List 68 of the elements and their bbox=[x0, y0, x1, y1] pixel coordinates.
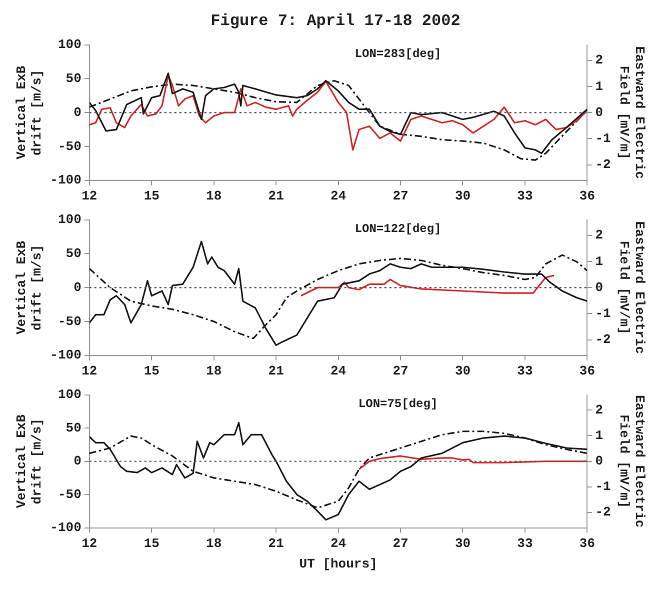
x-tick-label: 33 bbox=[517, 363, 533, 378]
y2-tick-label: 0 bbox=[595, 280, 604, 295]
x-tick-label: 30 bbox=[454, 188, 471, 204]
x-tick-label: 27 bbox=[392, 188, 408, 204]
y2-tick-label: 2 bbox=[595, 228, 604, 243]
y-tick-label: -100 bbox=[50, 172, 82, 188]
x-tick-label: 18 bbox=[206, 363, 222, 378]
x-tick-label: 33 bbox=[517, 188, 533, 204]
annotation: LON=283[deg] bbox=[354, 46, 442, 61]
y-tick-label: 100 bbox=[58, 37, 82, 52]
y-tick-label: -50 bbox=[58, 314, 82, 329]
y-tick-label: 50 bbox=[66, 70, 82, 86]
annotation: LON=122[deg] bbox=[354, 222, 442, 236]
y2-tick-label: 1 bbox=[595, 428, 604, 444]
x-tick-label: 12 bbox=[82, 363, 98, 378]
y2-axis-title: Eastward Electric Field [mV/m] bbox=[616, 394, 647, 528]
x-tick-label: 36 bbox=[579, 188, 596, 204]
x-tick-label: 21 bbox=[268, 363, 284, 378]
x-tick-label: 24 bbox=[330, 363, 346, 378]
x-tick-label: 15 bbox=[144, 363, 160, 378]
y-tick-label: 50 bbox=[66, 420, 82, 436]
y-axis-title: Vertical ExB drift [m/s] bbox=[14, 66, 45, 160]
y2-tick-label: -1 bbox=[595, 479, 611, 494]
y-tick-label: 0 bbox=[74, 280, 82, 295]
annotation: LON=75[deg] bbox=[358, 396, 438, 411]
y2-axis-title: Eastward Electric Field [mV/m] bbox=[616, 46, 647, 180]
y2-tick-label: -1 bbox=[595, 130, 611, 146]
y-tick-label: -100 bbox=[50, 520, 82, 536]
y-axis-title: Vertical ExB drift [m/s] bbox=[14, 414, 45, 508]
y2-tick-label: 2 bbox=[595, 52, 604, 68]
y-tick-label: 0 bbox=[74, 454, 82, 469]
y2-tick-label: -2 bbox=[595, 157, 611, 172]
x-tick-label: 18 bbox=[206, 536, 222, 551]
y2-tick-label: 2 bbox=[595, 402, 604, 418]
x-tick-label: 33 bbox=[517, 536, 533, 551]
y-tick-label: -100 bbox=[50, 348, 82, 363]
y2-tick-label: -2 bbox=[595, 332, 611, 348]
x-tick-label: 24 bbox=[330, 536, 346, 551]
y2-tick-label: 1 bbox=[595, 78, 604, 94]
x-tick-label: 36 bbox=[579, 536, 596, 551]
x-tick-label: 15 bbox=[144, 188, 160, 204]
x-tick-label: 30 bbox=[454, 536, 471, 551]
y-tick-label: 0 bbox=[74, 104, 82, 120]
y-tick-label: -50 bbox=[58, 486, 82, 502]
x-tick-label: 12 bbox=[82, 536, 98, 551]
chart-title: Figure 7: April 17-18 2002 bbox=[210, 11, 462, 32]
y-tick-label: 100 bbox=[58, 387, 82, 402]
x-tick-label: 24 bbox=[330, 188, 346, 204]
x-tick-label: 15 bbox=[144, 536, 160, 551]
x-tick-label: 21 bbox=[268, 536, 284, 551]
x-tick-label: 12 bbox=[82, 188, 98, 204]
x-tick-label: 27 bbox=[392, 536, 408, 551]
x-tick-label: 36 bbox=[579, 363, 596, 378]
y-tick-label: 50 bbox=[66, 246, 82, 261]
y2-axis-title: Eastward Electric Field [mV/m] bbox=[616, 221, 647, 354]
y2-tick-label: 0 bbox=[595, 104, 604, 120]
x-tick-label: 18 bbox=[206, 188, 222, 204]
x-tick-label: 21 bbox=[268, 188, 284, 204]
y2-tick-label: 0 bbox=[595, 454, 604, 469]
y2-tick-label: -1 bbox=[595, 306, 611, 321]
y2-tick-label: -2 bbox=[595, 504, 611, 520]
x-tick-label: 27 bbox=[392, 363, 408, 378]
x-tick-label: 30 bbox=[454, 363, 471, 378]
y2-tick-label: 1 bbox=[595, 254, 604, 269]
x-axis-title: UT [hours] bbox=[299, 556, 378, 572]
y-tick-label: 100 bbox=[58, 212, 82, 228]
y-axis-title: Vertical ExB drift [m/s] bbox=[14, 240, 45, 334]
y-tick-label: -50 bbox=[58, 138, 82, 154]
